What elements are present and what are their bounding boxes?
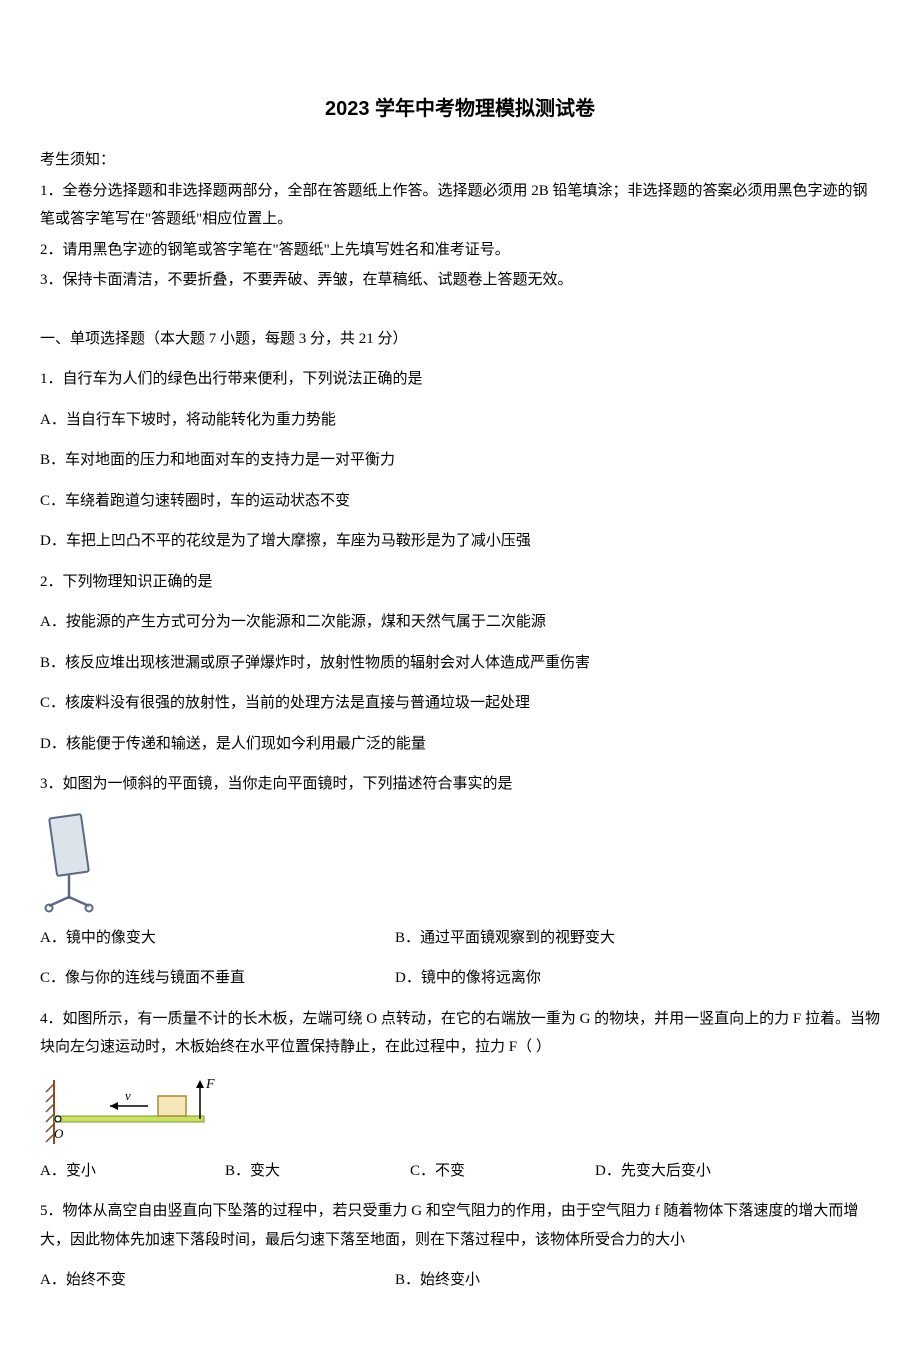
- q3-option-a: A．镜中的像变大: [40, 924, 395, 953]
- instruction-line-2: 2．请用黑色字迹的钢笔或答字笔在"答题纸"上先填写姓名和准考证号。: [40, 236, 880, 265]
- q1-option-b: B．车对地面的压力和地面对车的支持力是一对平衡力: [40, 446, 880, 475]
- q1-stem: 1．自行车为人们的绿色出行带来便利，下列说法正确的是: [40, 365, 880, 394]
- q2-option-d: D．核能便于传递和输送，是人们现如今利用最广泛的能量: [40, 730, 880, 759]
- page-title: 2023 学年中考物理模拟测试卷: [40, 90, 880, 128]
- q2-option-a: A．按能源的产生方式可分为一次能源和二次能源，煤和天然气属于二次能源: [40, 608, 880, 637]
- q3-options-row-1: A．镜中的像变大 B．通过平面镜观察到的视野变大: [40, 924, 880, 953]
- q5-stem: 5．物体从高空自由竖直向下坠落的过程中，若只受重力 G 和空气阻力的作用，由于空…: [40, 1197, 880, 1254]
- instruction-line-1: 1．全卷分选择题和非选择题两部分，全部在答题纸上作答。选择题必须用 2B 铅笔填…: [40, 177, 880, 234]
- section-1-header: 一、单项选择题（本大题 7 小题，每题 3 分，共 21 分）: [40, 325, 880, 354]
- q4-option-a: A．变小: [40, 1157, 225, 1186]
- q1-option-c: C．车绕着跑道匀速转圈时，车的运动状态不变: [40, 487, 880, 516]
- instructions-header: 考生须知：: [40, 146, 880, 175]
- q3-option-d: D．镜中的像将远离你: [395, 964, 880, 993]
- q4-option-c: C．不变: [410, 1157, 595, 1186]
- lever-label-f: F: [205, 1077, 215, 1092]
- q5-option-b: B．始终变小: [395, 1266, 880, 1295]
- q3-option-b: B．通过平面镜观察到的视野变大: [395, 924, 880, 953]
- q3-option-c: C．像与你的连线与镜面不垂直: [40, 964, 395, 993]
- q4-stem: 4．如图所示，有一质量不计的长木板，左端可绕 O 点转动，在它的右端放一重为 G…: [40, 1005, 880, 1062]
- q5-option-a: A．始终不变: [40, 1266, 395, 1295]
- q1-option-d: D．车把上凹凸不平的花纹是为了增大摩擦，车座为马鞍形是为了减小压强: [40, 527, 880, 556]
- q5-options-row-1: A．始终不变 B．始终变小: [40, 1266, 880, 1295]
- q3-options-row-2: C．像与你的连线与镜面不垂直 D．镜中的像将远离你: [40, 964, 880, 993]
- q4-options-row: A．变小 B．变大 C．不变 D．先变大后变小: [40, 1157, 880, 1186]
- q1-option-a: A．当自行车下坡时，将动能转化为重力势能: [40, 406, 880, 435]
- lever-figure: O v F: [40, 1074, 225, 1149]
- instruction-line-3: 3．保持卡面清洁，不要折叠，不要弄破、弄皱，在草稿纸、试题卷上答题无效。: [40, 266, 880, 295]
- q2-stem: 2．下列物理知识正确的是: [40, 568, 880, 597]
- q2-option-c: C．核废料没有很强的放射性，当前的处理方法是直接与普通垃圾一起处理: [40, 689, 880, 718]
- q3-stem: 3．如图为一倾斜的平面镜，当你走向平面镜时，下列描述符合事实的是: [40, 770, 880, 799]
- lever-label-o: O: [54, 1126, 64, 1141]
- mirror-figure: [40, 811, 105, 916]
- q2-option-b: B．核反应堆出现核泄漏或原子弹爆炸时，放射性物质的辐射会对人体造成严重伤害: [40, 649, 880, 678]
- lever-label-v: v: [125, 1088, 131, 1103]
- q4-option-d: D．先变大后变小: [595, 1157, 880, 1186]
- q4-option-b: B．变大: [225, 1157, 410, 1186]
